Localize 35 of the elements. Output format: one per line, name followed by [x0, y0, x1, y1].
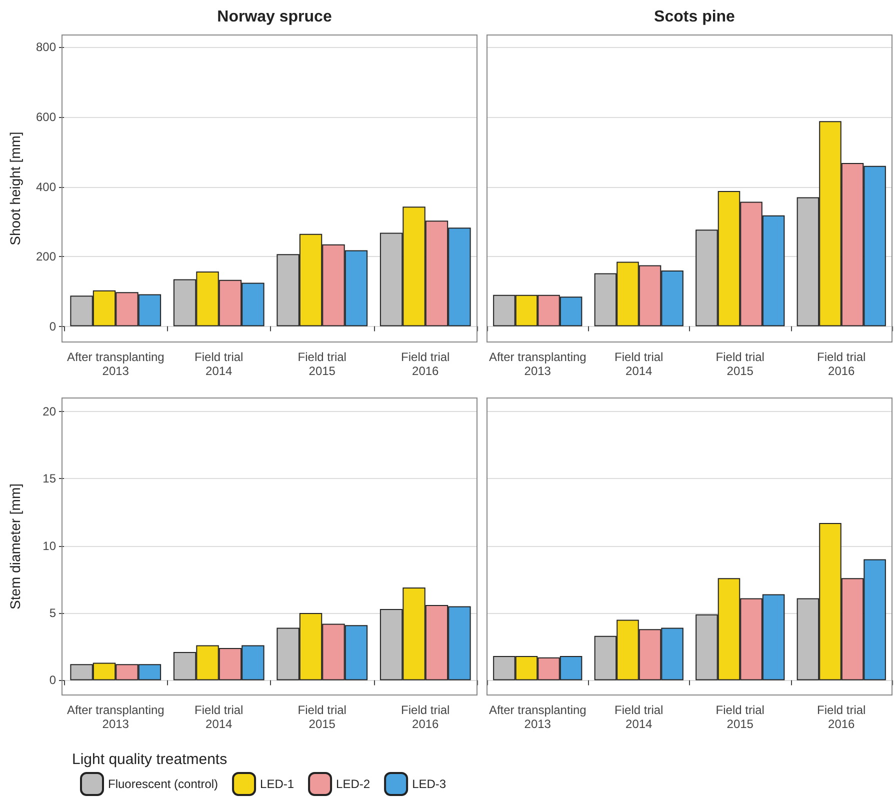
y-tick-label: 10: [42, 538, 56, 553]
x-tick-label: Field trial 2014: [614, 350, 664, 378]
x-tick-label: Field trial 2016: [401, 703, 450, 731]
y-tick-label: 600: [36, 110, 56, 124]
x-tick-label: Field trial 2015: [298, 703, 346, 731]
x-tick-label: After transplanting 2013: [488, 703, 586, 731]
legend-title: Light quality treatments: [72, 751, 228, 768]
y-axis-title: Shoot height [mm]: [7, 132, 23, 246]
x-tick-label: Field trial 2015: [716, 703, 764, 731]
y-axis-title: Stem diameter [mm]: [7, 483, 23, 610]
x-tick-label: Field trial 2015: [298, 350, 346, 378]
legend-label: LED-3: [412, 777, 446, 791]
x-tick-label: Field trial 2016: [817, 703, 866, 731]
y-tick-label: 5: [49, 606, 56, 620]
x-tick-label: After transplanting 2013: [66, 350, 164, 378]
y-tick-label: 15: [42, 472, 56, 486]
y-tick-label: 200: [36, 250, 56, 264]
x-tick-label: Field trial 2014: [194, 703, 244, 731]
x-tick-label: After transplanting 2013: [488, 350, 586, 378]
x-tick-label: Field trial 2015: [716, 350, 764, 378]
legend-label: LED-1: [260, 777, 294, 791]
y-tick-label: 0: [49, 673, 56, 688]
x-tick-label: Field trial 2014: [614, 703, 664, 731]
y-tick-label: 20: [42, 404, 56, 418]
y-tick-label: 0: [49, 319, 56, 334]
x-tick-label: Field trial 2016: [401, 350, 450, 378]
y-tick-label: 800: [36, 40, 56, 54]
chart-title: Scots pine: [654, 8, 736, 26]
y-tick-label: 400: [36, 180, 56, 194]
chart-title: Norway spruce: [217, 8, 332, 26]
x-tick-label: After transplanting 2013: [66, 703, 164, 731]
legend-label: Fluorescent (control): [108, 777, 218, 791]
x-tick-label: Field trial 2016: [817, 350, 866, 378]
legend-label: LED-2: [336, 777, 370, 791]
x-tick-label: Field trial 2014: [194, 350, 244, 378]
